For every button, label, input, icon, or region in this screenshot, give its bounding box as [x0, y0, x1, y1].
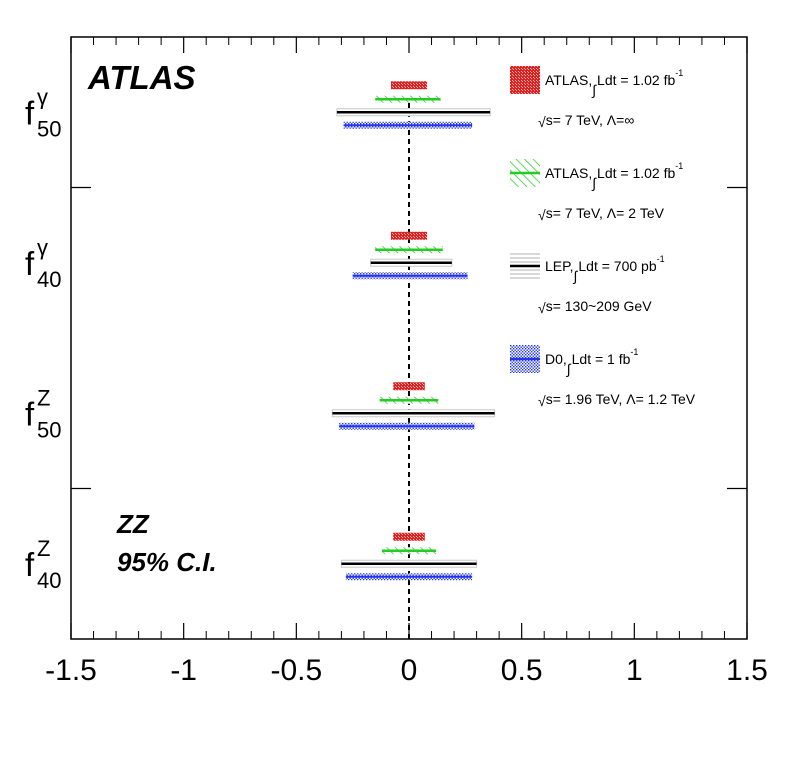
interval-atlas_inf-f40g [390, 231, 428, 240]
legend-superscript: -1 [675, 161, 683, 171]
legend-entry-lep: LEP, ∫Ldt = 700 pb -1 √ s= 130~209 GeV [510, 253, 665, 316]
y-param-label: f [25, 546, 35, 583]
sqrt-sign: √ [538, 114, 546, 130]
x-tick-label: 0.5 [501, 654, 543, 687]
x-tick-label: 1 [626, 654, 643, 687]
legend-text: Ldt = 1.02 fb [597, 72, 675, 88]
integral-sign: ∫ [591, 82, 597, 98]
legend-entry-d0: D0, ∫Ldt = 1 fb -1 √ s= 1.96 TeV, Λ= 1.2 Te… [510, 345, 696, 409]
legend-superscript: -1 [630, 347, 638, 357]
x-tick-label: -1.5 [45, 654, 97, 687]
legend-text: D0, [545, 351, 567, 367]
interval-atlas_inf-f40z [393, 532, 425, 541]
y-param-sup: γ [37, 235, 48, 260]
y-param-sup: Z [37, 536, 50, 561]
y-param-sub: 40 [37, 568, 61, 593]
y-param-sup: Z [37, 385, 50, 410]
confidence-annotation: 95% C.I. [117, 547, 217, 577]
interval-atlas_inf-f50g [390, 81, 428, 90]
x-tick-label: -0.5 [270, 654, 322, 687]
legend-superscript: -1 [675, 68, 683, 78]
legend-text: s= 7 TeV, Λ= 2 TeV [546, 205, 665, 221]
legend: ATLAS, ∫Ldt = 1.02 fb -1√ s= 7 TeV, Λ=∞ATL… [510, 66, 696, 409]
legend-entry-atlas_inf: ATLAS, ∫Ldt = 1.02 fb -1 √ s= 7 TeV, Λ=∞ [510, 66, 683, 130]
legend-superscript: -1 [657, 254, 665, 264]
sqrt-sign: √ [538, 393, 546, 409]
legend-text: ATLAS, [545, 165, 592, 181]
x-tick-label: 0 [401, 654, 418, 687]
y-param-label: f [25, 94, 35, 131]
process-annotation: ZZ [116, 509, 150, 539]
y-param-sub: 50 [37, 417, 61, 442]
y-param-sub: 50 [37, 116, 61, 141]
interval-atlas_inf-f50z [393, 382, 425, 391]
y-param-label: f [25, 395, 35, 432]
legend-text: s= 130~209 GeV [546, 298, 653, 314]
x-tick-label: -1 [170, 654, 197, 687]
integral-sign: ∫ [573, 268, 579, 284]
legend-text: Ldt = 1 fb [572, 351, 631, 367]
experiment-label: ATLAS [87, 59, 196, 96]
sqrt-sign: √ [538, 300, 546, 316]
y-param-sup: γ [37, 84, 48, 109]
sqrt-sign: √ [538, 207, 546, 223]
legend-text: LEP, [545, 258, 574, 274]
legend-text: ATLAS, [545, 72, 592, 88]
y-param-sub: 40 [37, 267, 61, 292]
integral-sign: ∫ [566, 361, 572, 377]
legend-text: Ldt = 1.02 fb [597, 165, 675, 181]
legend-swatch [510, 66, 540, 94]
legend-text: s= 1.96 TeV, Λ= 1.2 TeV [546, 391, 696, 407]
x-axis: -1.5 -1 -0.5 0 0.5 1 1.5 [45, 37, 768, 687]
legend-entry-atlas_2tev: ATLAS, ∫Ldt = 1.02 fb -1 √ s= 7 TeV, Λ= 2 T… [510, 159, 683, 223]
integral-sign: ∫ [591, 175, 597, 191]
legend-text: s= 7 TeV, Λ=∞ [546, 112, 635, 128]
interval-marks [331, 81, 496, 639]
x-tick-label: 1.5 [726, 654, 768, 687]
legend-text: Ldt = 700 pb [578, 258, 656, 274]
y-param-label: f [25, 245, 35, 282]
